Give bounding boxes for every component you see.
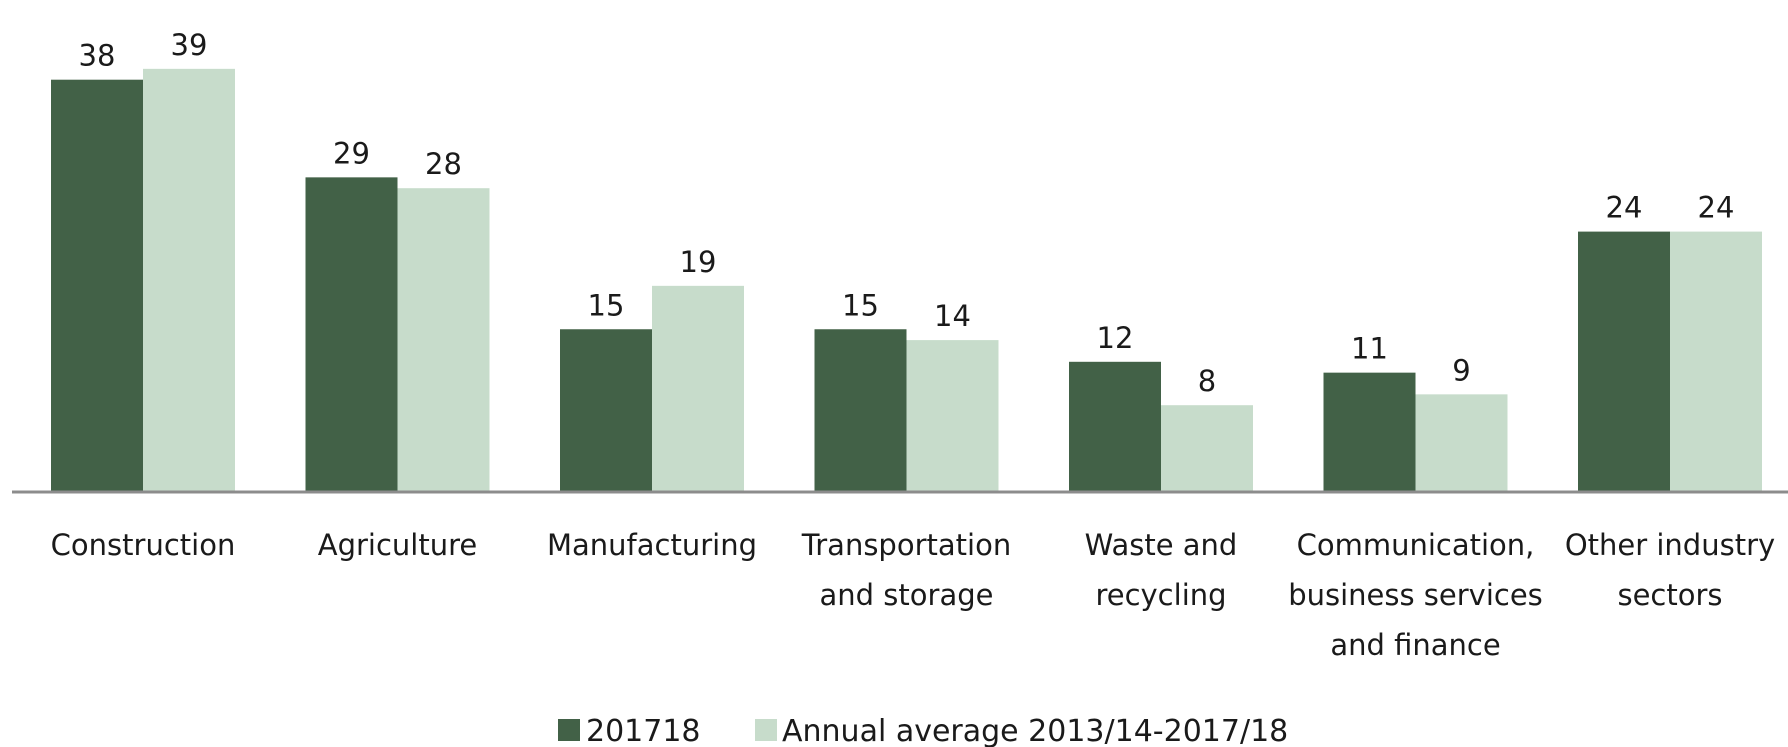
category-label-4: Transportation and storage — [801, 528, 1011, 612]
legend-label-2: Annual average 2013/14-2017/18 — [782, 714, 1288, 747]
bar-1-series-2 — [143, 68, 235, 492]
bars-group — [51, 68, 1762, 492]
bar-7-series-2 — [1670, 231, 1762, 492]
bar-3-series-1 — [560, 329, 652, 492]
data-label-2-series-2: 28 — [425, 147, 462, 181]
bar-4-series-1 — [814, 329, 907, 492]
data-label-6-series-2: 9 — [1452, 353, 1470, 387]
legend-label-1: 201718 — [586, 714, 701, 747]
data-label-5-series-1: 12 — [1097, 321, 1134, 355]
bar-4-series-2 — [906, 340, 999, 492]
category-label-3: Manufacturing — [547, 528, 757, 562]
data-label-4-series-2: 14 — [934, 299, 971, 333]
category-label-2: Agriculture — [318, 528, 478, 562]
legend-swatch-2 — [755, 719, 777, 741]
bar-6-series-2 — [1415, 394, 1508, 492]
category-label-6: Communication, business services and finan… — [1288, 528, 1543, 662]
data-label-7-series-2: 24 — [1698, 191, 1735, 225]
category-label-5: Waste and recycling — [1085, 528, 1238, 612]
data-label-3-series-2: 19 — [680, 245, 717, 279]
bar-2-series-1 — [305, 177, 398, 492]
bar-5-series-2 — [1161, 405, 1253, 492]
legend: 201718 Annual average 2013/14-2017/18 — [558, 714, 1288, 747]
data-label-5-series-2: 8 — [1198, 364, 1216, 398]
bar-2-series-2 — [397, 188, 490, 492]
bar-3-series-2 — [652, 285, 744, 492]
bar-5-series-1 — [1069, 361, 1161, 492]
data-label-2-series-1: 29 — [333, 136, 370, 170]
data-label-6-series-1: 11 — [1351, 332, 1388, 366]
category-label-7: Other industry sectors — [1565, 528, 1775, 612]
data-label-4-series-1: 15 — [842, 288, 879, 322]
bar-1-series-1 — [51, 79, 143, 492]
bar-7-series-1 — [1578, 231, 1670, 492]
data-label-1-series-1: 38 — [79, 39, 116, 73]
legend-swatch-1 — [558, 719, 580, 741]
data-label-1-series-2: 39 — [171, 28, 208, 62]
category-label-1: Construction — [51, 528, 236, 562]
data-labels-group: 38 39 29 28 15 19 15 14 12 8 11 9 24 24 — [79, 28, 1735, 398]
data-label-7-series-1: 24 — [1606, 191, 1643, 225]
legend-item-1: 201718 — [558, 714, 701, 747]
bar-6-series-1 — [1323, 372, 1416, 492]
data-label-3-series-1: 15 — [588, 288, 625, 322]
category-labels-group: Construction Agriculture Manufacturing Tran… — [51, 528, 1776, 662]
legend-item-2: Annual average 2013/14-2017/18 — [755, 714, 1288, 747]
